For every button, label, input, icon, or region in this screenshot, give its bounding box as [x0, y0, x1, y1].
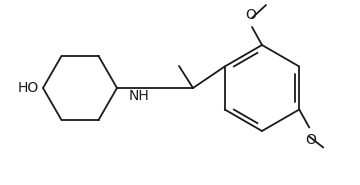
Text: HO: HO [18, 81, 39, 95]
Text: NH: NH [129, 89, 150, 103]
Text: O: O [305, 132, 316, 147]
Text: O: O [246, 8, 256, 22]
